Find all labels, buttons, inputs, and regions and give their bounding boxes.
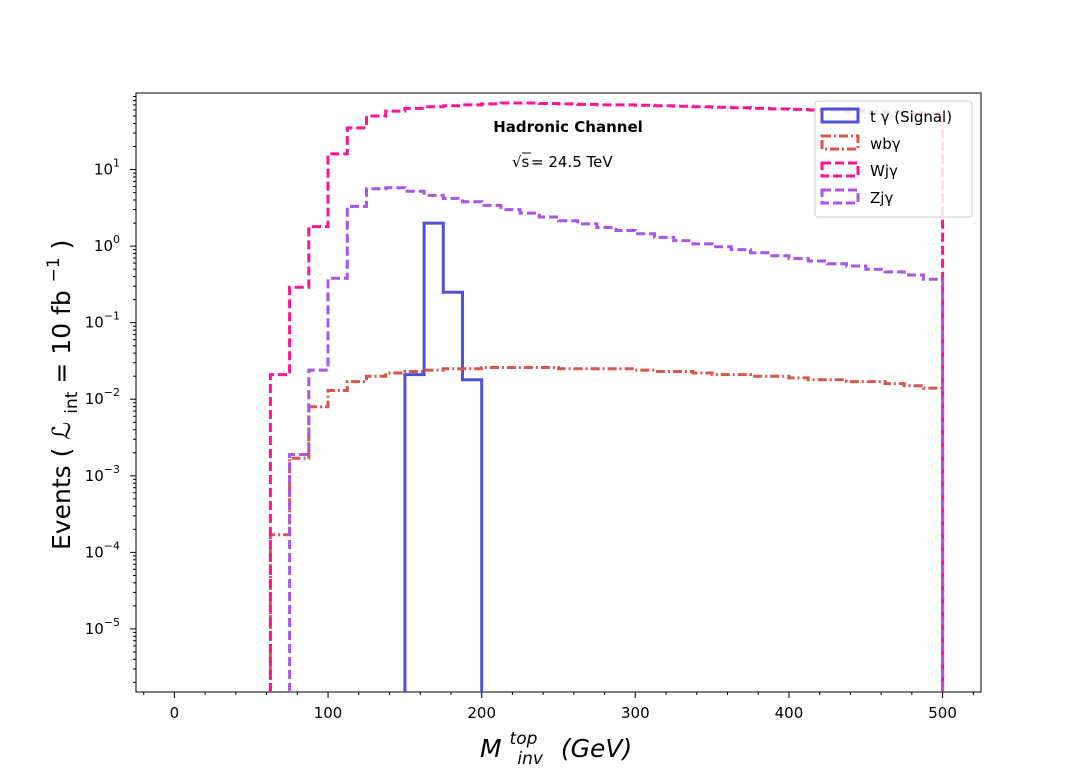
channel-annotation: Hadronic Channel bbox=[493, 118, 643, 136]
y-tick-label: 10−2 bbox=[85, 386, 120, 408]
y-tick-label: 10−1 bbox=[85, 310, 120, 332]
x-tick-label: 0 bbox=[170, 704, 180, 722]
plot-frame bbox=[135, 92, 982, 693]
y-tick-label: 100 bbox=[94, 233, 120, 255]
legend-swatch bbox=[820, 161, 860, 178]
legend-swatch bbox=[820, 188, 860, 205]
legend-swatch bbox=[820, 134, 860, 151]
series-line-0 bbox=[403, 221, 484, 692]
x-tick-label: 500 bbox=[928, 704, 957, 722]
x-axis-title-sub: inv bbox=[517, 749, 543, 769]
energy-annotation: √s = 24.5 TeV bbox=[512, 152, 613, 171]
y-axis-ticks: 101 100 10−1 10−2 10−3 10−4 10−5 bbox=[85, 96, 136, 683]
y-axis-title: Events ( ℒ int = 10 fb −1 ) bbox=[36, 240, 83, 550]
x-axis-ticks: 0 100 200 300 400 500 bbox=[143, 692, 974, 722]
legend-label: Zjγ bbox=[870, 189, 893, 207]
legend-label: Wjγ bbox=[870, 162, 898, 180]
y-axis-title-prefix: Events ( bbox=[47, 448, 76, 550]
legend-label: t γ (Signal) bbox=[870, 108, 952, 126]
y-axis-title-sup: −1 bbox=[44, 257, 64, 282]
y-axis-title-suffix: ) bbox=[47, 240, 76, 250]
legend-swatch bbox=[820, 107, 860, 124]
legend-label: wbγ bbox=[870, 135, 901, 153]
y-tick-label: 10−5 bbox=[85, 616, 120, 638]
y-axis-title-sub: int bbox=[62, 391, 82, 413]
x-tick-label: 300 bbox=[621, 704, 650, 722]
x-tick-label: 200 bbox=[467, 704, 496, 722]
y-tick-label: 10−3 bbox=[85, 463, 120, 485]
x-tick-label: 100 bbox=[314, 704, 343, 722]
y-axis-title-L: ℒ bbox=[47, 422, 76, 440]
x-axis-title-sup: top bbox=[510, 729, 538, 749]
x-axis-title-unit: (GeV) bbox=[561, 734, 632, 763]
y-tick-label: 101 bbox=[94, 157, 120, 179]
y-axis-title-mid: = 10 fb bbox=[47, 290, 76, 383]
x-axis-title-main: M bbox=[480, 734, 502, 763]
legend-box bbox=[814, 100, 973, 218]
x-axis-title: M top inv (GeV) bbox=[480, 721, 632, 770]
series-line-3 bbox=[288, 186, 945, 692]
x-tick-label: 400 bbox=[775, 704, 804, 722]
series-line-1 bbox=[268, 366, 945, 692]
energy-symbol: √s bbox=[512, 153, 530, 171]
y-tick-label: 10−4 bbox=[85, 539, 120, 561]
energy-value: = 24.5 TeV bbox=[531, 153, 613, 171]
legend-entries: t γ (Signal) wbγ Wjγ Zjγ bbox=[820, 107, 952, 207]
legend: t γ (Signal) wbγ Wjγ Zjγ bbox=[814, 100, 973, 218]
